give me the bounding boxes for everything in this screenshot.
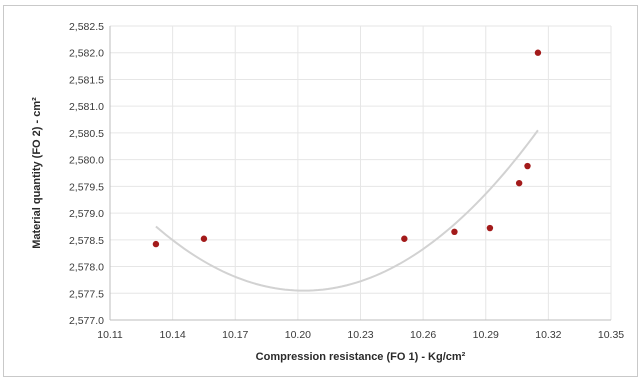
data-points [152,49,542,248]
data-point [200,235,208,242]
y-tick-label: 2,580.0 [69,155,104,167]
y-tick-label: 2,580.5 [69,128,104,140]
y-tick-label: 2,577.5 [69,288,104,300]
data-point [534,49,542,56]
x-tick-labels: 10.11 10.14 10.17 10.20 10.23 10.26 10.29 10.32… [97,329,624,341]
chart-frame [3,5,638,377]
y-tick-label: 2,582.0 [69,48,104,60]
y-tick-label: 2,582.5 [69,21,104,33]
data-point [152,240,160,248]
axes [109,26,611,321]
data-point [524,162,531,170]
y-tick-label: 2,581.0 [69,101,104,113]
x-tick-label: 10.32 [535,329,561,341]
y-axis-title: Material quantity (FO 2) - cm² [31,97,43,249]
y-tick-label: 2,578.5 [69,235,104,247]
x-tick-label: 10.20 [285,329,311,341]
x-tick-label: 10.11 [97,329,123,341]
trendline [155,129,539,292]
x-tick-label: 10.17 [222,329,248,341]
x-tick-label: 10.35 [598,329,624,341]
data-point [401,235,408,242]
data-point [451,228,458,235]
y-tick-label: 2,577.0 [69,315,104,327]
x-axis-title: Compression resistance (FO 1) - Kg/cm² [256,351,466,363]
y-tick-labels: 2,577.0 2,577.5 2,578.0 2,578.5 2,579.0 2,579… [69,21,104,327]
x-tick-label: 10.23 [347,329,373,341]
x-tick-label: 10.14 [159,329,185,341]
y-tick-label: 2,579.5 [69,181,104,193]
trendline-layer [155,129,539,292]
y-tick-label: 2,578.0 [69,262,104,274]
data-point [486,224,494,232]
y-tick-label: 2,579.0 [69,208,104,220]
data-point [515,179,523,187]
gridlines [109,25,612,321]
y-tick-label: 2,581.5 [69,74,104,86]
x-tick-label: 10.29 [473,329,499,341]
x-tick-label: 10.26 [410,329,436,341]
